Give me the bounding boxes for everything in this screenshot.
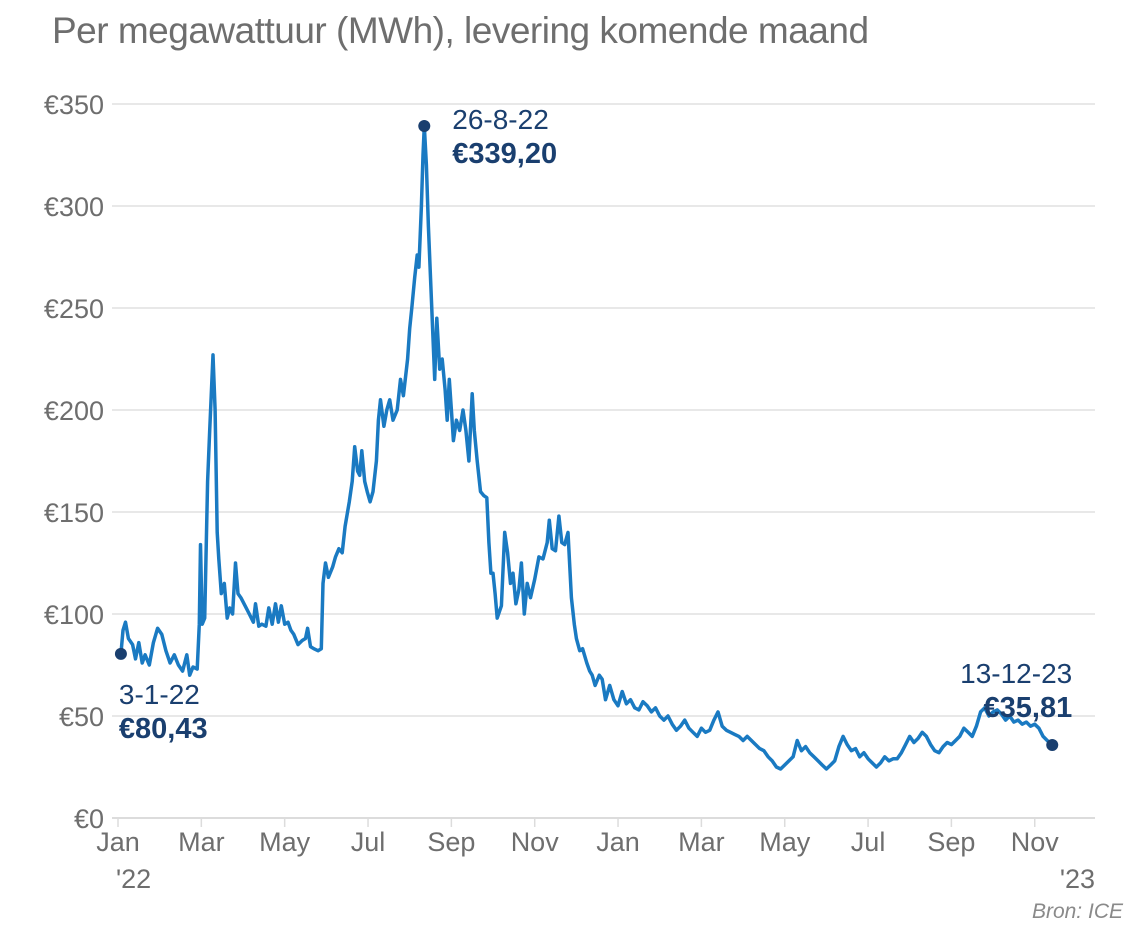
chart-title: Per megawattuur (MWh), levering komende … — [52, 10, 869, 51]
source-note: Bron: ICE — [1031, 900, 1123, 923]
y-tick-label: €50 — [59, 702, 104, 732]
annotation-date: 13-12-23 — [960, 658, 1072, 689]
y-tick-label: €150 — [44, 498, 104, 528]
y-tick-label: €250 — [44, 294, 104, 324]
annotation-value: €35,81 — [984, 692, 1073, 724]
annotations: 3-1-22€80,43 26-8-22€339,20 13-12-23€35,81 — [114, 104, 1073, 751]
x-tick-label: Jan — [596, 827, 640, 857]
series-line — [119, 124, 1054, 771]
y-tick-label: €200 — [44, 396, 104, 426]
x-tick-label: May — [259, 827, 311, 857]
gridlines — [112, 103, 1095, 819]
annotation-marker — [418, 120, 431, 133]
x-tick-year-label: '23 — [1060, 864, 1095, 894]
series — [119, 124, 1054, 771]
x-tick-label: Jul — [851, 827, 886, 857]
x-tick-label: Nov — [511, 827, 560, 857]
y-tick-label: €0 — [74, 804, 104, 834]
y-tick-label: €350 — [44, 90, 104, 120]
x-tick-label: Jul — [351, 827, 386, 857]
annotation-value: €80,43 — [119, 713, 208, 745]
y-tick-label: €300 — [44, 192, 104, 222]
x-tick-label: May — [759, 827, 811, 857]
x-tick-label: Sep — [927, 827, 975, 857]
x-tick-year-label: '22 — [116, 864, 151, 894]
x-tick-label: Jan — [96, 827, 140, 857]
x-tick-label: Sep — [427, 827, 475, 857]
y-tick-label: €100 — [44, 600, 104, 630]
annotation-marker — [114, 647, 127, 660]
annotation-date: 26-8-22 — [452, 104, 549, 135]
x-tick-label: Mar — [678, 827, 725, 857]
annotation-value: €339,20 — [452, 138, 557, 170]
x-tick-label: Mar — [178, 827, 225, 857]
y-axis: €0 €50 €100 €150 €200 €250 €300 €350 — [44, 90, 104, 834]
annotation-date: 3-1-22 — [119, 679, 200, 710]
x-tick-label: Nov — [1011, 827, 1060, 857]
annotation-marker — [1046, 738, 1059, 751]
